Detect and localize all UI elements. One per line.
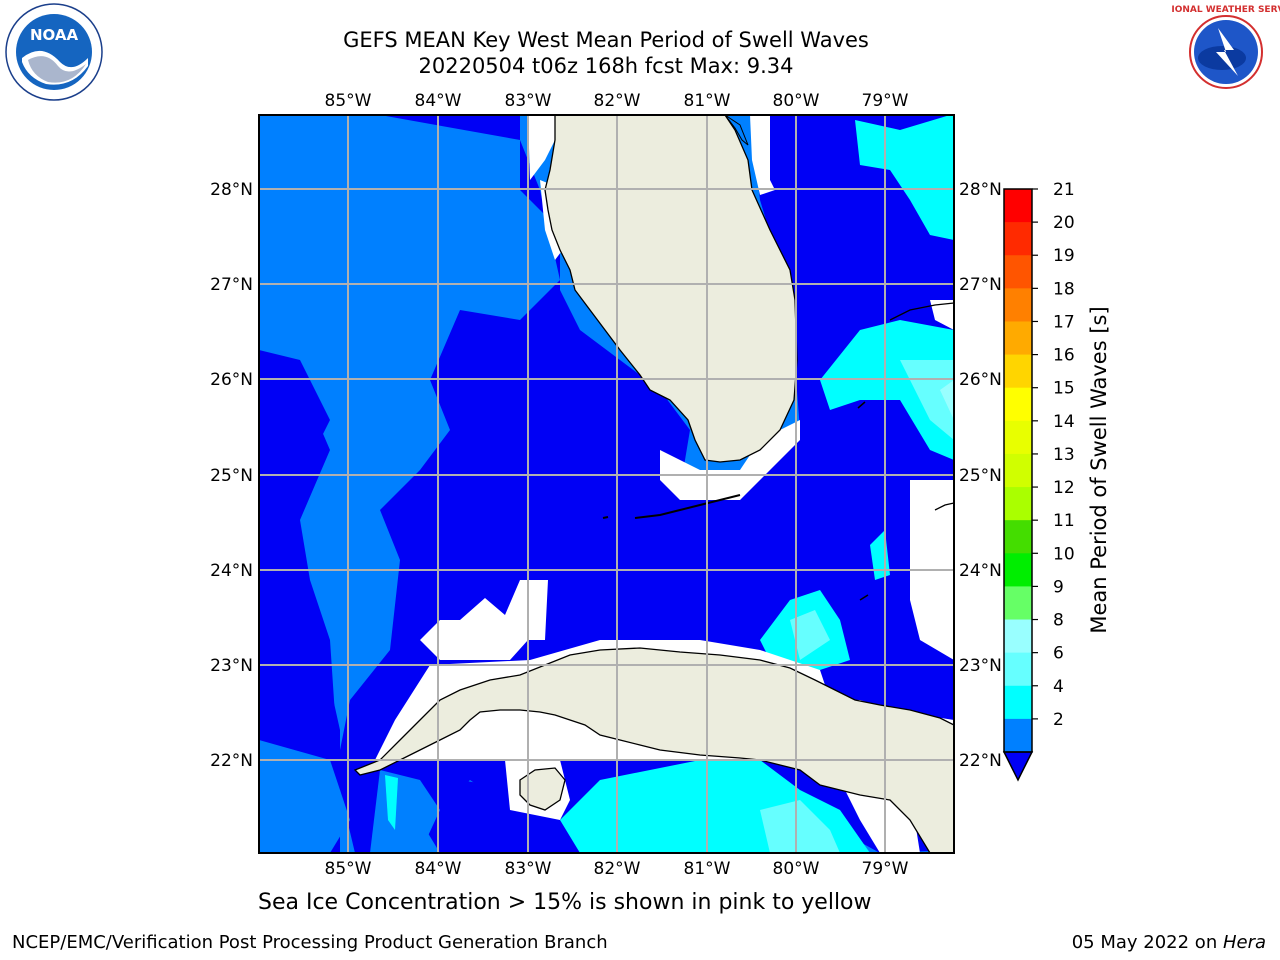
colorbar-segment	[1004, 387, 1032, 422]
isla-de-la-juventud	[519, 767, 566, 811]
colorbar-segment	[1004, 718, 1032, 753]
lat-label: 23°N	[210, 656, 253, 676]
colorbar-segment	[1004, 222, 1032, 256]
lon-label: 83°W	[505, 91, 552, 111]
florida-land	[544, 115, 798, 463]
date-value: 05 May 2022 on	[1071, 932, 1223, 953]
lat-label: 26°N	[959, 370, 1002, 390]
lon-label: 83°W	[505, 859, 552, 879]
colorbar-tick-label: 10	[1053, 544, 1075, 564]
lat-label: 23°N	[959, 656, 1002, 676]
lon-label: 80°W	[773, 859, 820, 879]
colorbar-segment	[1004, 487, 1032, 521]
lat-labels-right: 28°N 27°N 26°N 25°N 24°N 23°N 22°N	[959, 180, 1002, 771]
lon-labels-top: 85°W 84°W 83°W 82°W 81°W 80°W 79°W	[325, 91, 909, 111]
map-gridlines	[259, 115, 954, 853]
florida-keys	[634, 494, 741, 519]
colorbar-label: Mean Period of Swell Waves [s]	[1087, 306, 1111, 633]
colorbar-tick-label: 9	[1053, 577, 1064, 597]
lat-label: 22°N	[959, 751, 1002, 771]
lon-label: 85°W	[325, 859, 372, 879]
colorbar-frame	[1003, 188, 1033, 753]
colorbar-segment	[1004, 586, 1032, 621]
lon-label: 80°W	[773, 91, 820, 111]
host-name: Hera	[1222, 932, 1266, 953]
colorbar-tick-label: 8	[1053, 611, 1064, 631]
colorbar-segment	[1004, 520, 1032, 554]
lat-label: 25°N	[959, 466, 1002, 486]
colorbar-tick-label: 16	[1053, 346, 1075, 366]
lon-label: 85°W	[325, 91, 372, 111]
cuba-land	[353, 647, 954, 853]
sea-ice-note: Sea Ice Concentration > 15% is shown in …	[258, 890, 872, 915]
colorbar-segment	[1004, 553, 1032, 587]
lon-label: 82°W	[594, 91, 641, 111]
colorbar-tick-label: 4	[1053, 677, 1064, 697]
field-4-6-ne	[855, 115, 954, 240]
nws-logo: NATIONAL WEATHER SERVICE	[1172, 2, 1280, 102]
colorbar-ticks: 21 20 19 18 17 16 15 14 13 12 11 10 9 8 6 4 2	[1032, 180, 1075, 730]
lat-label: 27°N	[210, 275, 253, 295]
colorbar-segment	[1004, 685, 1032, 720]
colorbar-segment	[1004, 288, 1032, 322]
colorbar-segment	[1004, 652, 1032, 687]
colorbar	[1002, 188, 1034, 782]
lon-label: 81°W	[684, 859, 731, 879]
colorbar-tick-label: 11	[1053, 511, 1075, 531]
map-subtitle-forecast: 20220504 t06z 168h fcst Max: 9.34	[418, 54, 794, 78]
credit-text: NCEP/EMC/Verification Post Processing Pr…	[12, 932, 608, 953]
colorbar-segment	[1004, 420, 1032, 455]
lon-label: 79°W	[862, 91, 909, 111]
colorbar-tick-label: 14	[1053, 412, 1075, 432]
colorbar-tick-label: 6	[1053, 644, 1064, 664]
lat-label: 26°N	[210, 370, 253, 390]
lon-label: 82°W	[594, 859, 641, 879]
colorbar-tick-label: 17	[1053, 312, 1075, 332]
noaa-logo-text: NOAA	[30, 26, 79, 44]
colorbar-extend-triangle	[1002, 751, 1034, 782]
lat-label: 27°N	[959, 275, 1002, 295]
colorbar-segment	[1004, 321, 1032, 356]
lon-label: 79°W	[862, 859, 909, 879]
lon-label: 84°W	[415, 859, 462, 879]
colorbar-tick-label: 21	[1053, 180, 1075, 200]
lat-label: 22°N	[210, 751, 253, 771]
colorbar-segment	[1004, 189, 1032, 223]
lat-label: 28°N	[210, 180, 253, 200]
field-4-6-e	[820, 320, 954, 460]
colorbar-segment	[1004, 453, 1032, 488]
nws-logo-text: NATIONAL WEATHER SERVICE	[1172, 5, 1280, 15]
map-area	[259, 115, 954, 853]
colorbar-tick-label: 20	[1053, 213, 1075, 233]
lat-label: 25°N	[210, 466, 253, 486]
lat-labels-left: 28°N 27°N 26°N 25°N 24°N 23°N 22°N	[210, 180, 253, 771]
lon-labels-bottom: 85°W 84°W 83°W 82°W 81°W 80°W 79°W	[325, 859, 909, 879]
colorbar-tick-label: 15	[1053, 379, 1075, 399]
colorbar-segment	[1004, 619, 1032, 654]
colorbar-segment	[1004, 255, 1032, 289]
colorbar-segment	[1004, 354, 1032, 389]
map-frame	[258, 114, 955, 854]
lat-label: 28°N	[959, 180, 1002, 200]
map-title: GEFS MEAN Key West Mean Period of Swell …	[343, 28, 869, 52]
lat-label: 24°N	[959, 561, 1002, 581]
date-text: 05 May 2022 on Hera	[1072, 932, 1266, 953]
colorbar-tick-label: 2	[1053, 710, 1064, 730]
lon-label: 84°W	[415, 91, 462, 111]
colorbar-tick-label: 19	[1053, 246, 1075, 266]
noaa-logo: NOAA	[5, 3, 103, 101]
lon-label: 81°W	[684, 91, 731, 111]
colorbar-tick-label: 18	[1053, 279, 1075, 299]
lat-label: 24°N	[210, 561, 253, 581]
colorbar-tick-label: 12	[1053, 478, 1075, 498]
colorbar-tick-label: 13	[1053, 445, 1075, 465]
